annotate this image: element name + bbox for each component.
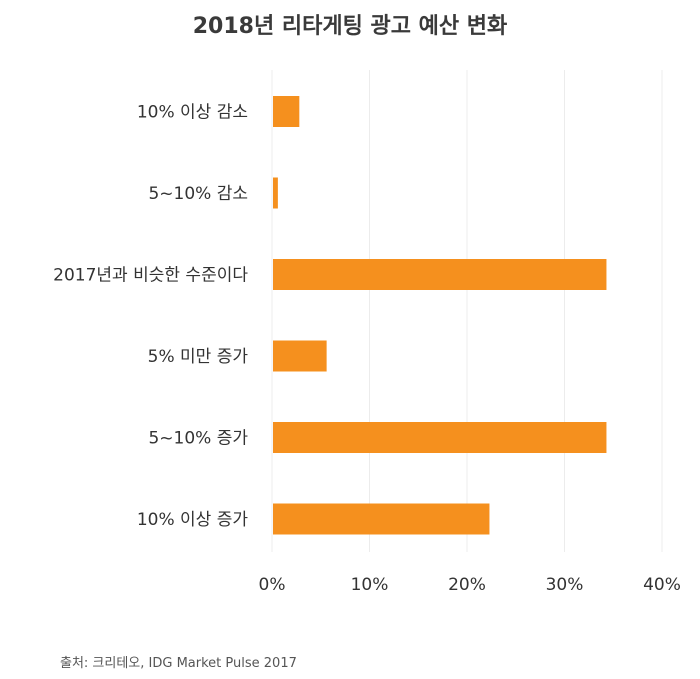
category-label: 5% 미만 증가 (148, 347, 249, 367)
x-tick-label: 10% (351, 575, 389, 595)
category-label: 10% 이상 감소 (137, 103, 248, 123)
x-tick-label: 20% (448, 575, 486, 595)
x-axis-tick-labels: 0% 10% 20% 30% 40% (259, 575, 681, 595)
category-labels: 10% 이상 감소 5~10% 감소 2017년과 비슷한 수준이다 5% 미만 증가… (53, 103, 248, 531)
bars (273, 96, 607, 535)
category-label: 5~10% 증가 (148, 429, 248, 449)
category-label: 5~10% 감소 (148, 184, 248, 204)
x-tick-label: 0% (259, 575, 286, 595)
bar (273, 503, 490, 535)
bar (273, 96, 300, 127)
x-tick-label: 40% (643, 575, 681, 595)
bar (273, 177, 278, 209)
bar (273, 259, 607, 290)
gridlines (271, 70, 663, 552)
source-note: 출처: 크리테오, IDG Market Pulse 2017 (60, 656, 297, 671)
bar (273, 340, 327, 372)
category-label: 2017년과 비슷한 수준이다 (53, 266, 248, 286)
chart-title: 2018년 리타게팅 광고 예산 변화 (192, 14, 508, 39)
x-tick-label: 30% (546, 575, 584, 595)
bar (273, 422, 607, 453)
category-label: 10% 이상 증가 (137, 510, 249, 530)
